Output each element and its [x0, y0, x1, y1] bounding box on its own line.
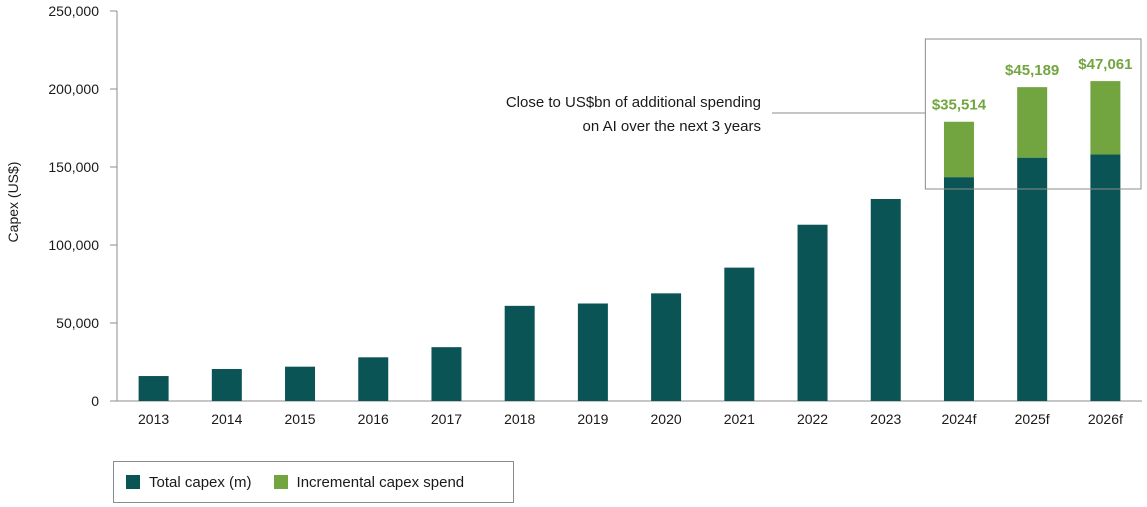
x-tick-label: 2024f	[941, 411, 976, 427]
x-tick-label: 2015	[284, 411, 315, 427]
legend-item-incremental-capex: Incremental capex spend	[273, 473, 465, 491]
y-tick-label: 250,000	[48, 3, 99, 19]
bar-incremental-capex	[1090, 81, 1121, 155]
x-tick-label: 2016	[358, 411, 389, 427]
legend-swatch-total-capex	[126, 475, 140, 489]
bar-total-capex	[797, 224, 828, 401]
legend-swatch-incremental-capex	[273, 475, 288, 489]
legend-label-incremental-capex: Incremental capex spend	[296, 473, 465, 491]
data-label: $45,189	[1005, 62, 1059, 79]
bar-incremental-capex	[1017, 87, 1048, 158]
bar-total-capex	[651, 293, 682, 401]
annotation-line-2: on AI over the next 3 years	[583, 118, 761, 135]
x-tick-label: 2021	[724, 411, 755, 427]
x-tick-label: 2022	[797, 411, 828, 427]
bar-total-capex	[138, 376, 169, 401]
x-tick-label: 2014	[211, 411, 242, 427]
x-tick-label: 2018	[504, 411, 535, 427]
y-tick-label: 200,000	[48, 81, 99, 97]
bar-incremental-capex	[943, 121, 974, 178]
annotation: Close to US$bn of additional spending on…	[506, 38, 1142, 190]
bar-total-capex	[358, 357, 389, 401]
x-tick-label: 2013	[138, 411, 169, 427]
bar-total-capex	[431, 347, 462, 401]
x-tick-label: 2026f	[1088, 411, 1123, 427]
highlight-box	[924, 38, 1142, 190]
legend: Total capex (m) Incremental capex spend	[113, 461, 514, 503]
legend-label-total-capex: Total capex (m)	[149, 473, 252, 491]
x-tick-label: 2019	[577, 411, 608, 427]
y-tick-label: 0	[91, 393, 99, 409]
y-axis: 0 50,000 100,000 150,000 200,000 250,000	[48, 3, 118, 409]
x-tick-label: 2017	[431, 411, 462, 427]
bar-total-capex	[943, 177, 974, 401]
bar-total-capex	[870, 198, 901, 401]
bars	[138, 81, 1121, 401]
y-tick-label: 100,000	[48, 237, 99, 253]
data-label: $35,514	[932, 97, 987, 114]
x-tick-label: 2023	[870, 411, 901, 427]
x-tick-label: 2025f	[1015, 411, 1050, 427]
data-label: $47,061	[1078, 56, 1132, 73]
capex-chart: 0 50,000 100,000 150,000 200,000 250,000 2013…	[5, 3, 1142, 427]
bar-total-capex	[504, 305, 535, 401]
x-tick-label: 2020	[651, 411, 682, 427]
bar-total-capex	[285, 366, 316, 401]
bar-total-capex	[211, 369, 242, 401]
bar-total-capex	[1090, 154, 1121, 401]
bar-total-capex	[724, 267, 755, 401]
y-tick-label: 150,000	[48, 159, 99, 175]
bar-total-capex	[1017, 157, 1048, 401]
legend-item-total-capex: Total capex (m)	[126, 474, 252, 491]
annotation-line-1: Close to US$bn of additional spending	[506, 94, 761, 111]
y-axis-label: Capex (US$)	[5, 162, 21, 243]
bar-total-capex	[577, 303, 608, 401]
y-tick-label: 50,000	[56, 315, 99, 331]
x-axis: 2013 2014 2015 2016 2017 2018 2019 2020 2021 2022…	[117, 400, 1142, 427]
data-labels: $35,514 $45,189 $47,061	[932, 56, 1133, 114]
